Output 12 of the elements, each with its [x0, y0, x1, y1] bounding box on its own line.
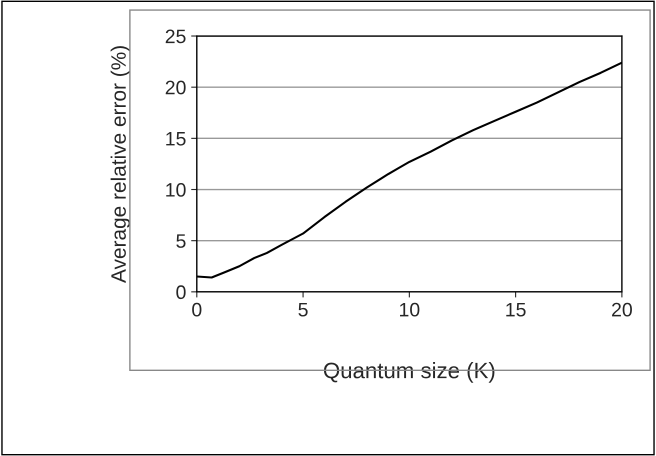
y-axis-title: Average relative error (%) — [110, 46, 130, 283]
y-tick-label: 15 — [166, 132, 186, 146]
y-tick-label: 0 — [176, 285, 186, 300]
y-tick-label: 25 — [166, 29, 186, 44]
x-tick-label: 0 — [192, 302, 202, 317]
x-tick-label: 20 — [612, 302, 632, 317]
y-tick-label: 10 — [166, 182, 186, 197]
y-tick-label: 20 — [166, 80, 186, 94]
x-tick-label: 5 — [298, 302, 308, 317]
x-tick-label: 10 — [400, 302, 420, 317]
x-tick-label: 15 — [506, 302, 526, 317]
y-tick-label: 5 — [176, 234, 186, 248]
